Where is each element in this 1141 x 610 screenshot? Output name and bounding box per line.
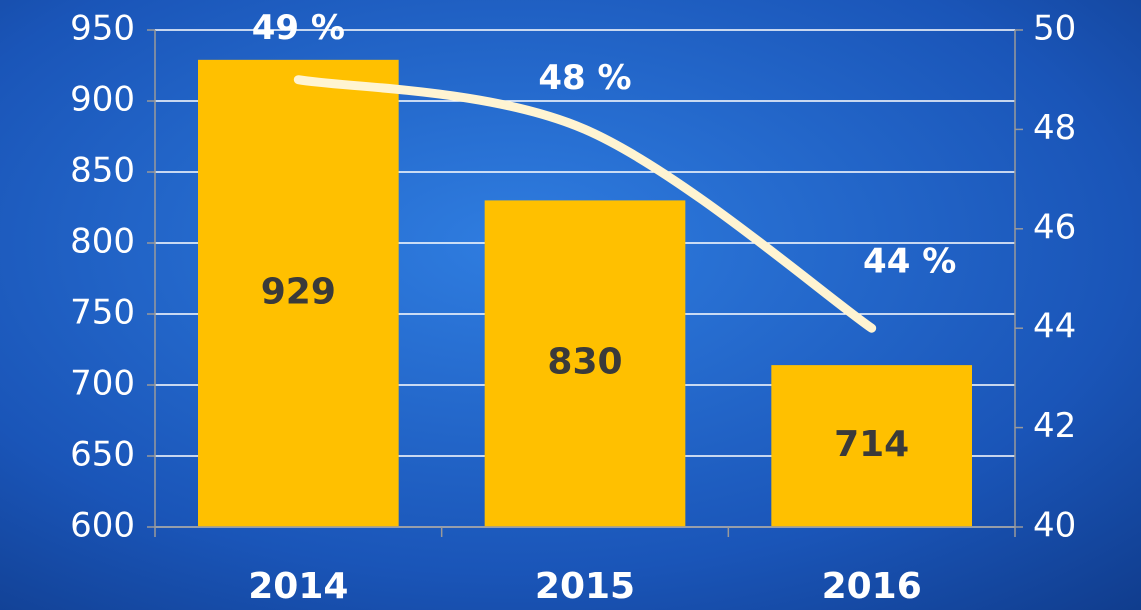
y-tick-label: 650 [70, 435, 135, 475]
x-tick-label: 2016 [822, 566, 922, 607]
y2-tick-label: 40 [1033, 506, 1076, 546]
y-tick-label: 700 [70, 364, 135, 404]
y2-tick-label: 50 [1033, 9, 1076, 49]
y-tick-label: 600 [70, 506, 135, 546]
bar [771, 365, 972, 527]
y2-tick-label: 44 [1033, 307, 1076, 347]
line-value-label: 49 % [252, 8, 345, 48]
line-value-label: 44 % [863, 242, 956, 282]
y2-tick-label: 48 [1033, 108, 1076, 148]
line-value-label: 48 % [538, 58, 631, 98]
y2-tick-label: 46 [1033, 207, 1076, 247]
y-tick-label: 750 [70, 293, 135, 333]
y-tick-label: 950 [70, 9, 135, 49]
bar-value-label: 929 [261, 271, 336, 312]
bar [484, 200, 686, 527]
x-tick-label: 2014 [248, 566, 348, 607]
bar-value-label: 830 [547, 342, 622, 383]
y-tick-label: 800 [70, 222, 135, 262]
y-tick-label: 850 [70, 151, 135, 191]
line [293, 75, 877, 333]
bar-value-label: 714 [834, 424, 909, 465]
x-tick-label: 2015 [535, 566, 635, 607]
y-tick-label: 900 [70, 80, 135, 120]
y2-tick-label: 42 [1033, 406, 1076, 446]
bar [198, 59, 399, 527]
